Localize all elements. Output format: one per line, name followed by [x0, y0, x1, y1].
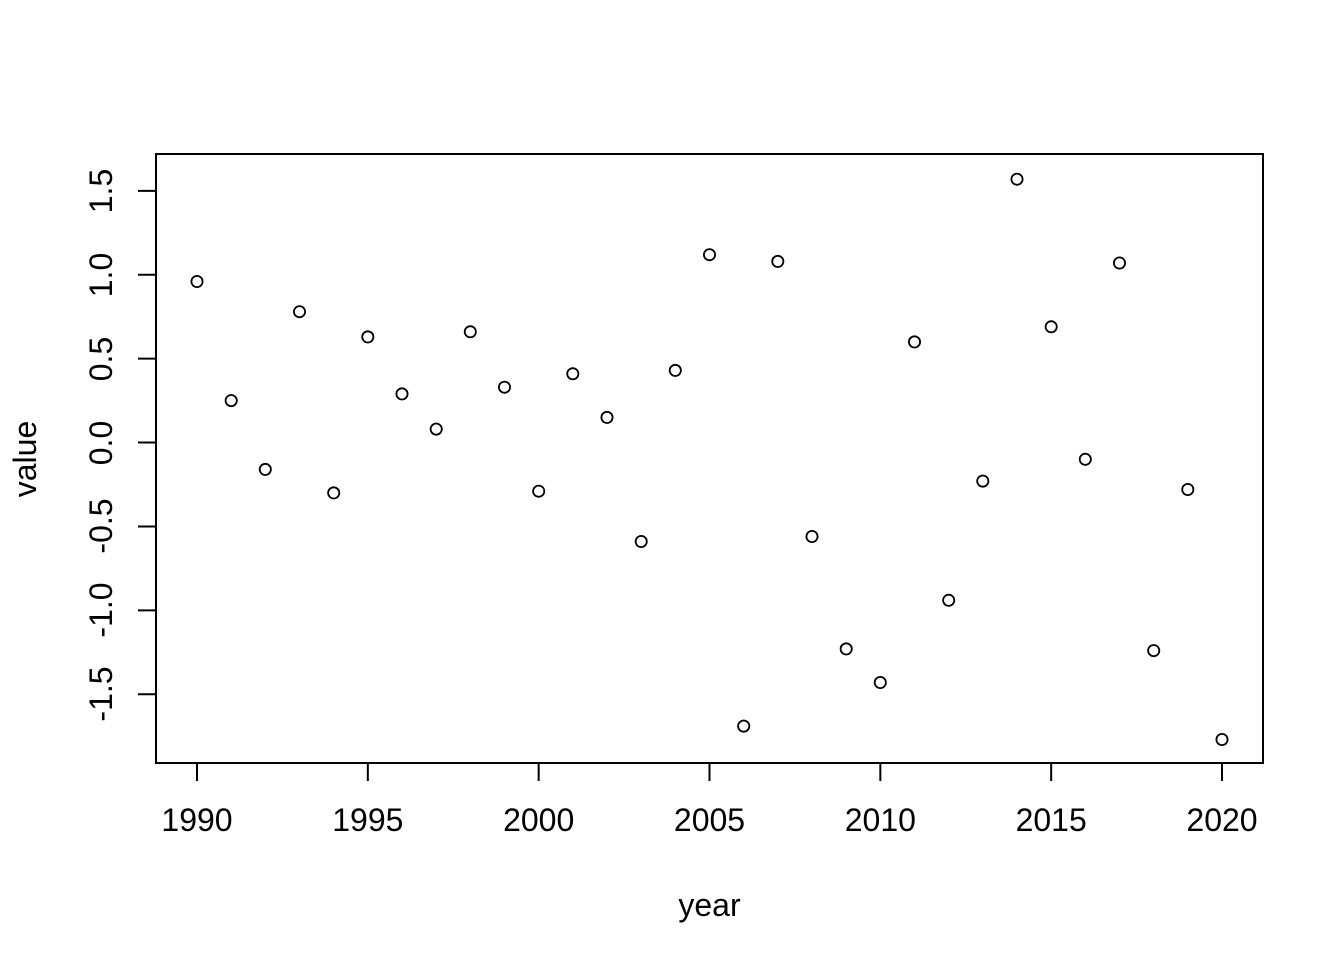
- data-point: [1147, 644, 1161, 658]
- y-tick-label: 1.0: [83, 252, 119, 298]
- data-point: [600, 410, 614, 424]
- x-tick-label: 2010: [844, 802, 916, 838]
- data-point: [634, 535, 648, 549]
- data-point: [839, 642, 853, 656]
- data-point: [532, 484, 546, 498]
- data-point: [908, 335, 922, 349]
- x-tick-label: 2005: [673, 802, 746, 838]
- data-point: [190, 274, 204, 288]
- data-point: [292, 305, 306, 319]
- data-point: [703, 248, 717, 262]
- x-tick-label: 2015: [1015, 802, 1087, 838]
- data-point: [976, 474, 990, 488]
- y-tick-label: 0.5: [83, 336, 119, 381]
- x-tick-label: 2000: [503, 802, 575, 838]
- data-point: [873, 676, 887, 690]
- data-point: [737, 719, 751, 733]
- y-tick-label: -1.0: [83, 582, 119, 638]
- data-point: [258, 462, 272, 476]
- data-point: [942, 593, 956, 607]
- data-point: [1010, 172, 1024, 186]
- data-point: [395, 387, 409, 401]
- data-point: [361, 330, 375, 344]
- data-point: [566, 367, 580, 381]
- data-point: [805, 530, 819, 544]
- data-point: [771, 254, 785, 268]
- data-point: [1181, 482, 1195, 496]
- data-point: [668, 363, 682, 377]
- data-point: [327, 486, 341, 500]
- x-tick-label: 2020: [1186, 802, 1258, 838]
- data-point: [1078, 452, 1092, 466]
- data-point: [463, 325, 477, 339]
- x-axis-title: year: [678, 887, 741, 923]
- plot-border: [155, 153, 1264, 764]
- data-point: [1215, 733, 1229, 747]
- data-point: [1044, 320, 1058, 334]
- y-tick-label: -0.5: [83, 498, 119, 555]
- x-tick-label: 1990: [161, 802, 233, 838]
- y-tick-label: -1.5: [83, 666, 119, 722]
- data-point: [224, 394, 238, 408]
- y-tick-label: 1.5: [83, 168, 119, 214]
- y-axis-title: value: [7, 420, 43, 497]
- data-point: [1113, 256, 1127, 270]
- data-point: [429, 422, 443, 436]
- y-tick-label: 0.0: [83, 420, 119, 465]
- x-tick-label: 1995: [332, 802, 404, 838]
- data-point: [497, 380, 511, 394]
